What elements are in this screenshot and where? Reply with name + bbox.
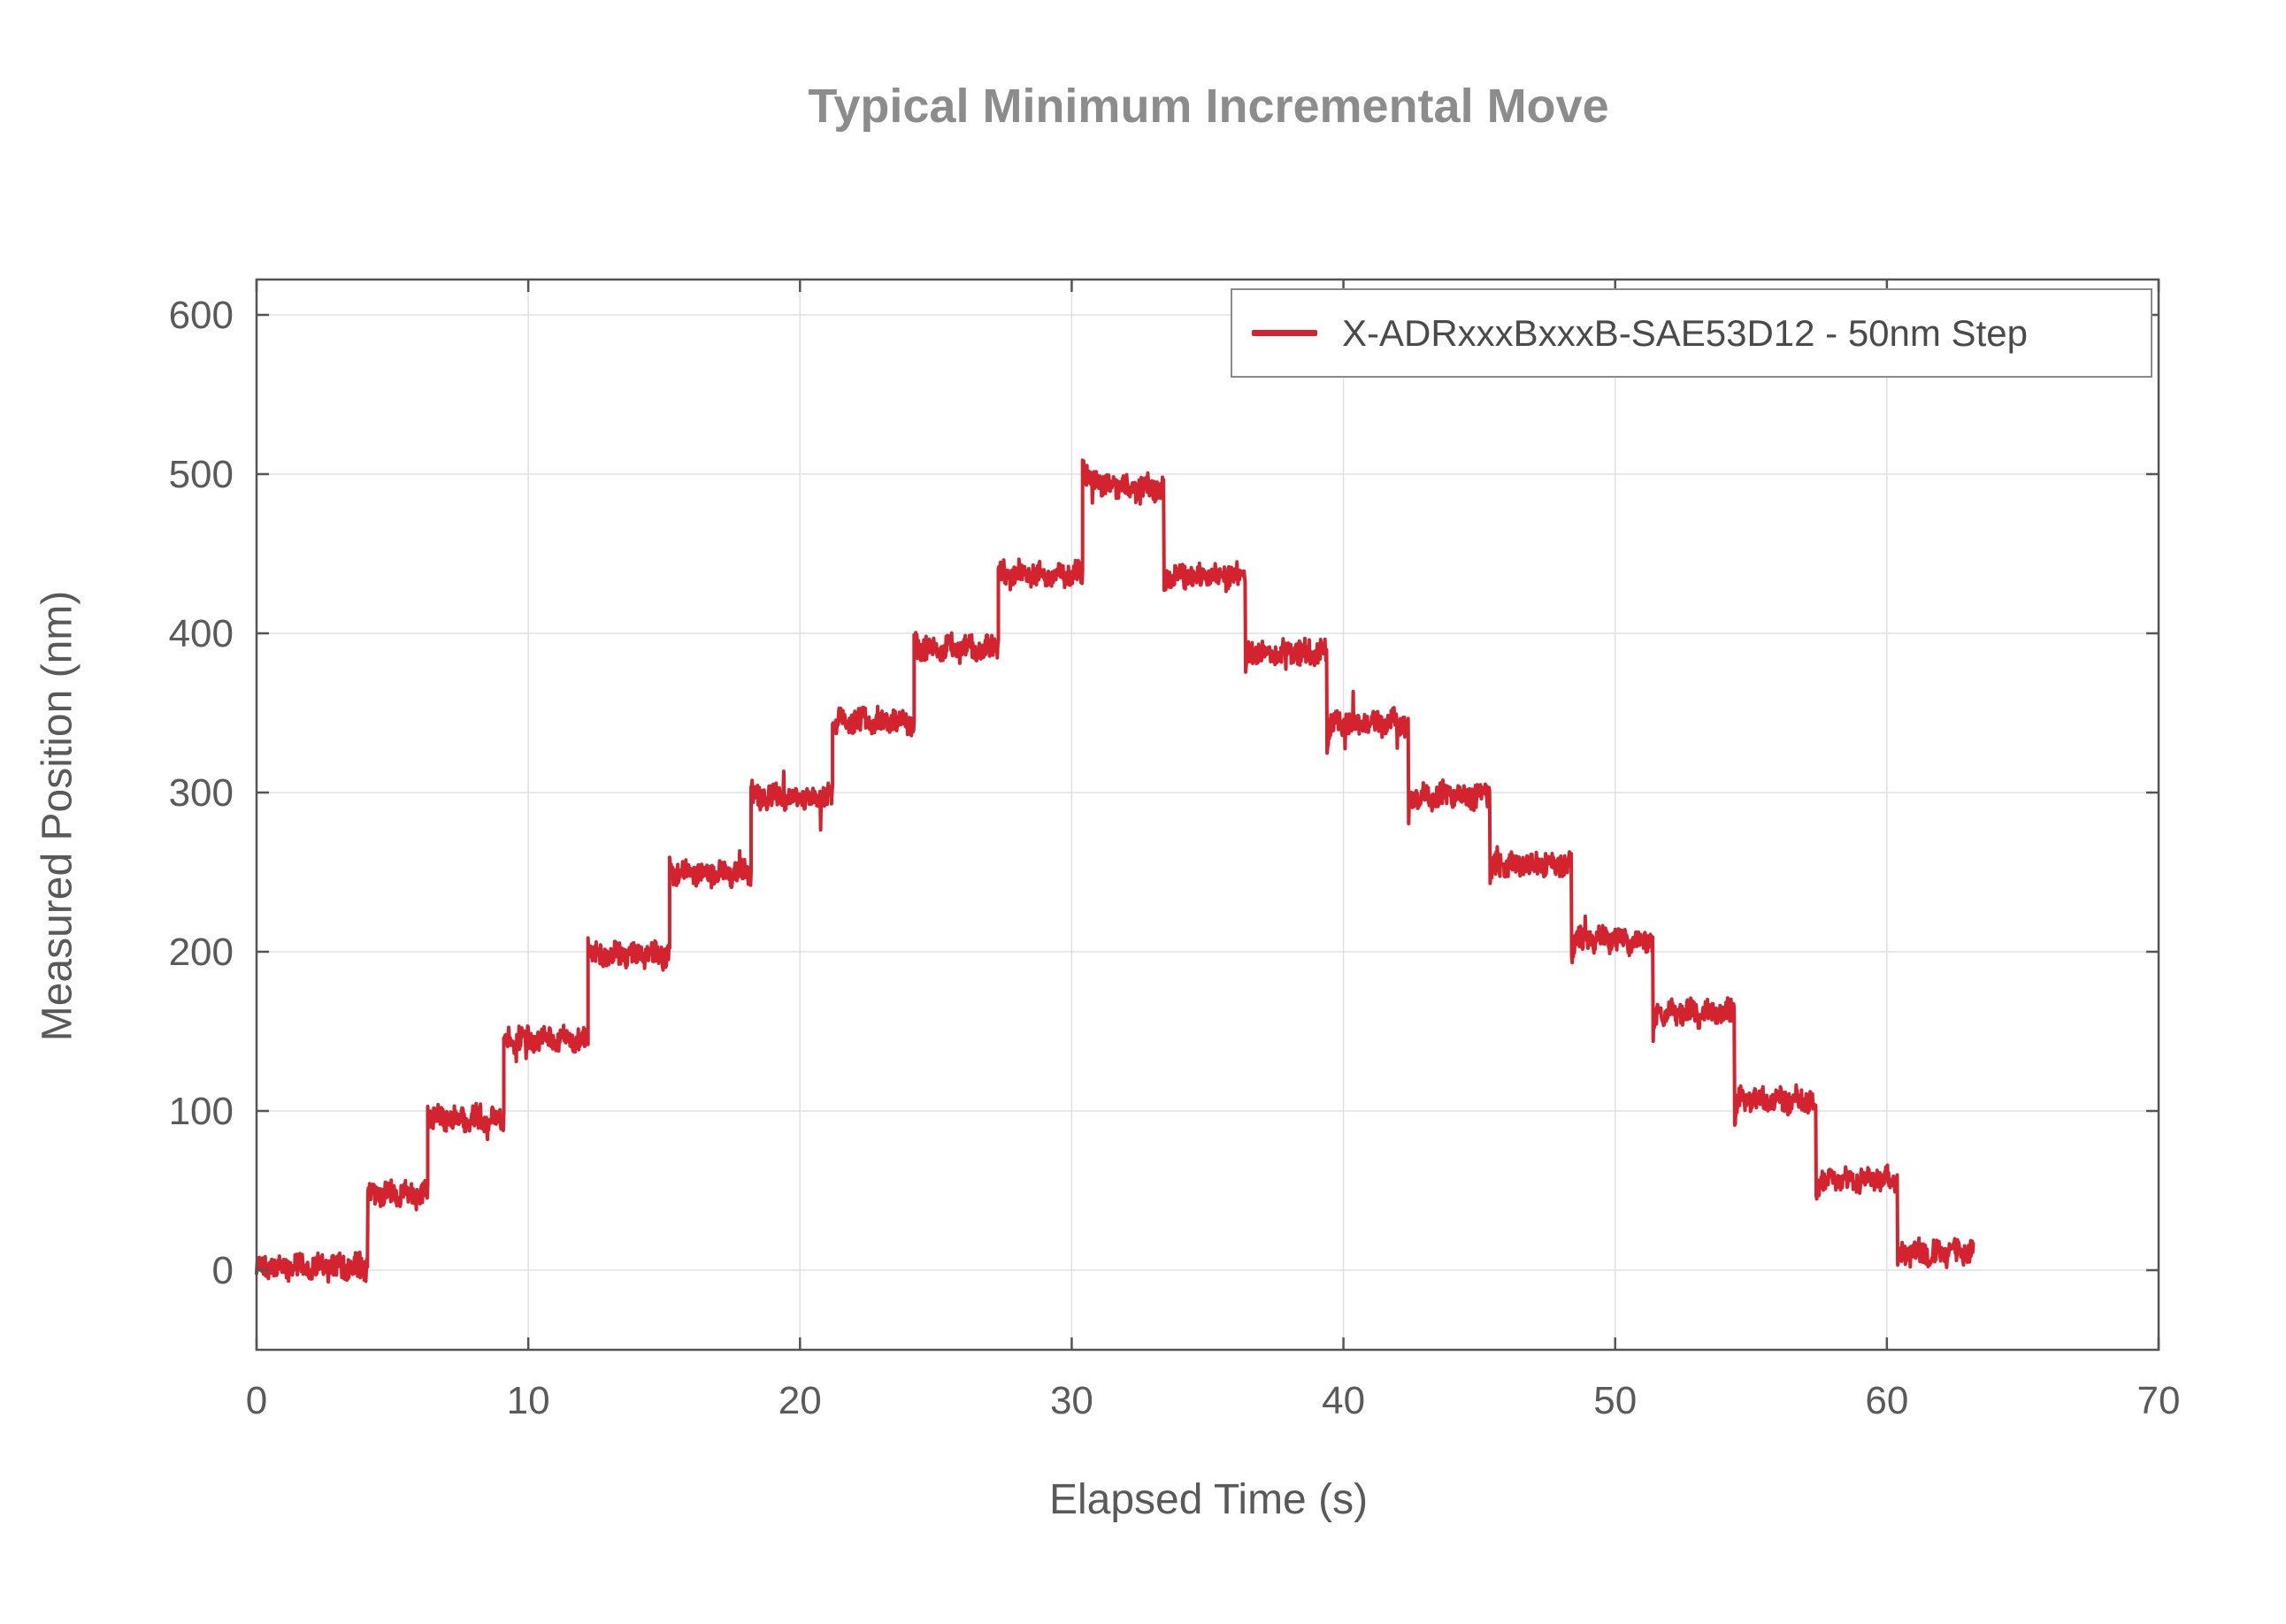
legend-series-label: X-ADRxxxBxxxB-SAE53D12 - 50nm Step bbox=[1342, 311, 2028, 354]
legend-line-swatch bbox=[1252, 330, 1317, 336]
y-tick-label: 200 bbox=[169, 931, 234, 974]
plot-box bbox=[255, 278, 2160, 1352]
x-tick-label: 0 bbox=[246, 1379, 267, 1422]
x-tick-label: 70 bbox=[2137, 1379, 2181, 1422]
x-tick-label: 50 bbox=[1593, 1379, 1637, 1422]
y-axis-label: Measured Position (nm) bbox=[34, 590, 81, 1042]
y-tick-label: 0 bbox=[212, 1249, 234, 1292]
x-tick-label: 20 bbox=[779, 1379, 822, 1422]
y-tick-label: 300 bbox=[169, 771, 234, 815]
y-tick-label: 500 bbox=[169, 453, 234, 496]
x-tick-label: 10 bbox=[507, 1379, 550, 1422]
series-line bbox=[255, 458, 1975, 1284]
legend: X-ADRxxxBxxxB-SAE53D12 - 50nm Step bbox=[1231, 288, 2152, 378]
y-tick-label: 400 bbox=[169, 612, 234, 655]
chart-title: Typical Minimum Incremental Move bbox=[808, 80, 1609, 133]
x-tick-label: 30 bbox=[1050, 1379, 1093, 1422]
y-tick-label: 100 bbox=[169, 1090, 234, 1133]
x-axis-label: Elapsed Time (s) bbox=[1048, 1476, 1369, 1523]
y-tick-label: 600 bbox=[169, 294, 234, 337]
x-tick-label: 40 bbox=[1322, 1379, 1365, 1422]
x-tick-label: 60 bbox=[1865, 1379, 1908, 1422]
